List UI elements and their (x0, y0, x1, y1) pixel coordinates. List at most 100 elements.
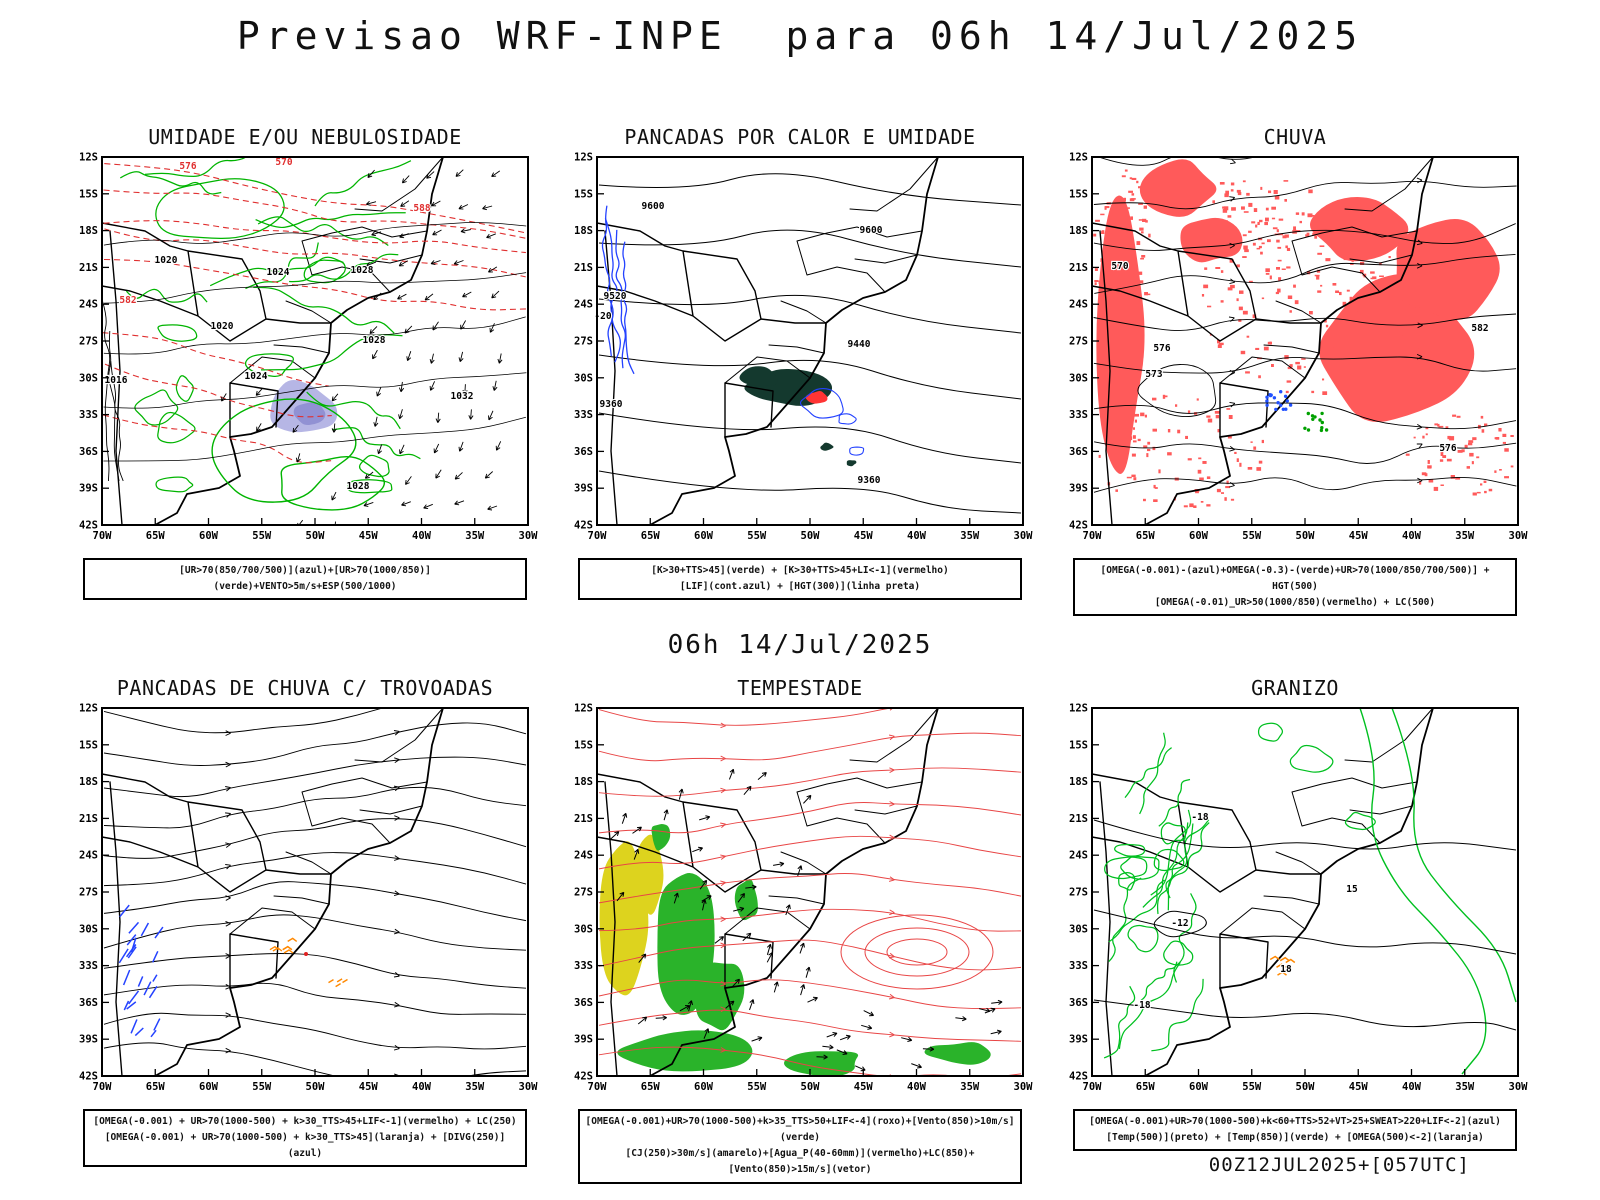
svg-text:35W: 35W (960, 1081, 980, 1093)
svg-text:36S: 36S (1069, 446, 1088, 458)
svg-text:582: 582 (1471, 323, 1488, 334)
svg-text:12S: 12S (1069, 703, 1088, 715)
svg-text:30S: 30S (1069, 923, 1088, 935)
svg-text:70W: 70W (1083, 1081, 1103, 1093)
map-frame (596, 156, 1024, 526)
svg-text:36S: 36S (574, 997, 593, 1009)
svg-text:60W: 60W (1189, 530, 1209, 542)
svg-text:50W: 50W (306, 1081, 326, 1093)
model-run-label: 00Z12JUL2025+[057UTC] (1208, 1154, 1470, 1176)
svg-text:18S: 18S (79, 776, 98, 788)
svg-text:35W: 35W (465, 1081, 485, 1093)
svg-text:40W: 40W (907, 530, 927, 542)
svg-text:21S: 21S (1069, 813, 1088, 825)
panel-tempestade: TEMPESTADE 12S 15S 18S 21S 24S 27S 30S 33S 36S 39… (565, 676, 1035, 1184)
svg-text:70W: 70W (588, 530, 608, 542)
svg-text:60W: 60W (199, 1081, 219, 1093)
svg-text:27S: 27S (1069, 336, 1088, 348)
svg-text:27S: 27S (574, 887, 593, 899)
svg-text:33S: 33S (79, 409, 98, 421)
svg-text:42S: 42S (79, 520, 98, 532)
svg-text:50W: 50W (1296, 530, 1316, 542)
svg-text:45W: 45W (1349, 1081, 1369, 1093)
panel-pancadas-calor-umidade: PANCADAS POR CALOR E UMIDADE 9600 9600 952… (565, 125, 1035, 601)
caption-line: [OMEGA(-0.001)-(azul)+OMEGA(-0.3)-(verde… (1100, 565, 1490, 593)
svg-text:27S: 27S (79, 887, 98, 899)
svg-text:30S: 30S (1069, 372, 1088, 384)
svg-text:42S: 42S (79, 1071, 98, 1083)
svg-text:33S: 33S (574, 960, 593, 972)
svg-text:12S: 12S (79, 703, 98, 715)
map-chuva: 570 576 573 576 582 12S 15S 18S 21S 24S 27S 30S 33S… (1068, 151, 1529, 543)
svg-text:582: 582 (119, 295, 136, 306)
svg-text:30W: 30W (1509, 530, 1529, 542)
svg-text:40W: 40W (412, 1081, 432, 1093)
map-umidade: 1016 1020 1020 1024 1024 1028 1028 1028 1032 576 5… (78, 151, 539, 543)
svg-text:21S: 21S (79, 262, 98, 274)
svg-text:55W: 55W (1242, 1081, 1262, 1093)
svg-text:24S: 24S (1069, 850, 1088, 862)
svg-text:576: 576 (1153, 343, 1170, 354)
svg-text:27S: 27S (79, 336, 98, 348)
svg-text:15S: 15S (79, 739, 98, 751)
svg-text:45W: 45W (359, 530, 379, 542)
map-pancadas-calor: 9600 9600 9520 9440 9360 9360 -20 12S 15S 18S 21S… (573, 151, 1034, 543)
svg-text:9600: 9600 (642, 201, 665, 212)
svg-text:55W: 55W (747, 1081, 767, 1093)
svg-text:30S: 30S (79, 923, 98, 935)
svg-text:39S: 39S (574, 1034, 593, 1046)
svg-text:-18: -18 (1133, 1000, 1150, 1011)
svg-text:15: 15 (1346, 884, 1358, 895)
caption-box: [OMEGA(-0.001)+UR>70(1000-500)+k<60+TTS>… (1073, 1109, 1517, 1152)
svg-text:24S: 24S (1069, 299, 1088, 311)
caption-line: [OMEGA(-0.001)+UR>70(1000-500)+k<60+TTS>… (1089, 1116, 1501, 1127)
svg-text:35W: 35W (960, 530, 980, 542)
svg-text:18: 18 (1280, 964, 1292, 975)
svg-text:50W: 50W (801, 530, 821, 542)
svg-text:33S: 33S (574, 409, 593, 421)
svg-text:570: 570 (1111, 261, 1128, 272)
svg-text:12S: 12S (1069, 152, 1088, 164)
svg-text:30S: 30S (574, 372, 593, 384)
svg-text:39S: 39S (1069, 483, 1088, 495)
svg-text:-12: -12 (1171, 918, 1188, 929)
svg-text:1032: 1032 (451, 391, 474, 402)
svg-text:40W: 40W (907, 1081, 927, 1093)
svg-text:60W: 60W (694, 530, 714, 542)
caption-box: [UR>70(850/700/500)](azul)+[UR>70(1000/8… (83, 558, 527, 601)
svg-text:30W: 30W (519, 530, 539, 542)
svg-text:1028: 1028 (363, 335, 386, 346)
svg-text:12S: 12S (574, 703, 593, 715)
page-title: Previsao WRF-INPE para 06h 14/Jul/2025 (236, 14, 1364, 58)
svg-text:30W: 30W (519, 1081, 539, 1093)
svg-text:1020: 1020 (155, 255, 178, 266)
svg-text:-20: -20 (594, 311, 611, 322)
map-frame (101, 156, 529, 526)
svg-text:50W: 50W (801, 1081, 821, 1093)
svg-text:45W: 45W (854, 1081, 874, 1093)
svg-text:65W: 65W (146, 1081, 166, 1093)
svg-text:55W: 55W (747, 530, 767, 542)
svg-text:27S: 27S (574, 336, 593, 348)
svg-text:35W: 35W (1455, 530, 1475, 542)
caption-line: [K>30+TTS>45](verde) + [K>30+TTS>45+LI<-… (651, 565, 949, 576)
svg-text:45W: 45W (1349, 530, 1369, 542)
map-granizo: -12 -18 15 18 -18 12S 15S 18S 21S 24S 27S 30S 33S 36… (1068, 702, 1529, 1094)
svg-text:35W: 35W (1455, 1081, 1475, 1093)
svg-text:21S: 21S (574, 262, 593, 274)
svg-text:60W: 60W (694, 1081, 714, 1093)
caption-line: [OMEGA(-0.001) + UR>70(1000-500) + k>30_… (93, 1116, 517, 1127)
svg-text:21S: 21S (79, 813, 98, 825)
svg-text:39S: 39S (79, 1034, 98, 1046)
svg-text:9360: 9360 (858, 475, 881, 486)
svg-text:18S: 18S (1069, 225, 1088, 237)
svg-text:30S: 30S (574, 923, 593, 935)
svg-text:573: 573 (1145, 369, 1162, 380)
svg-text:65W: 65W (1136, 530, 1156, 542)
map-frame (1091, 707, 1519, 1077)
svg-text:65W: 65W (146, 530, 166, 542)
svg-text:33S: 33S (79, 960, 98, 972)
svg-text:45W: 45W (359, 1081, 379, 1093)
